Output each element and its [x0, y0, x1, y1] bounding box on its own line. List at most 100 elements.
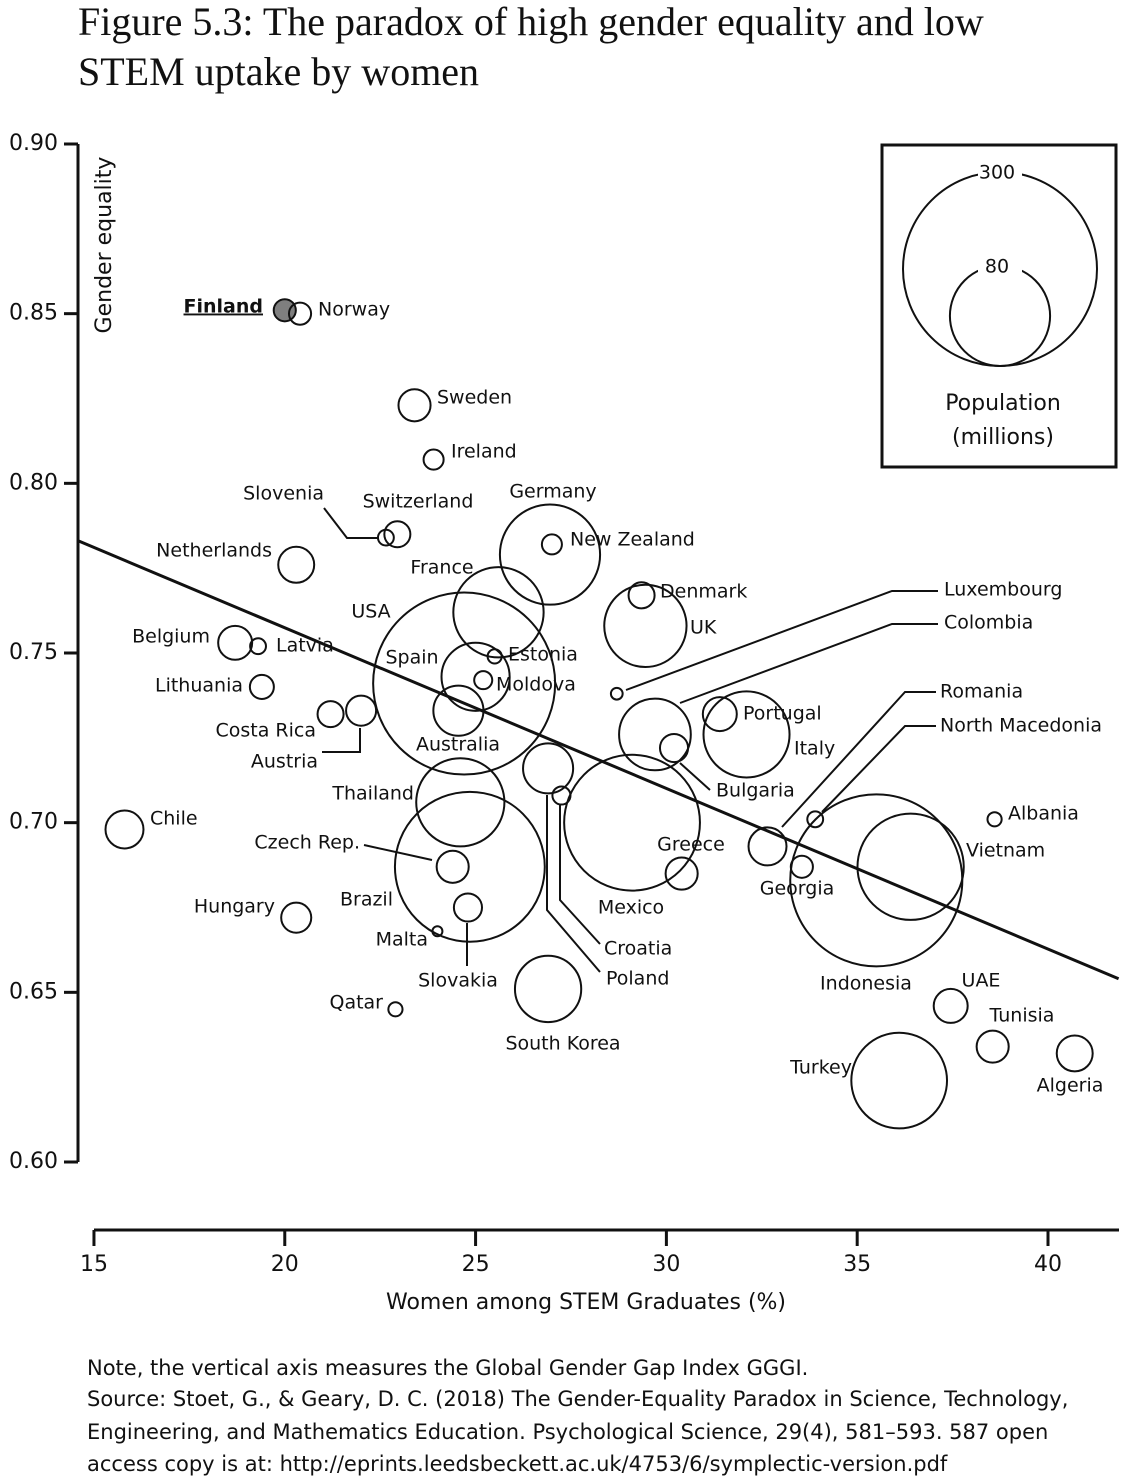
bubble	[435, 849, 470, 884]
bubble-label: North Macedonia	[940, 715, 1102, 737]
note: Source: Stoet, G., & Geary, D. C. (2018)…	[87, 1387, 1068, 1411]
note: Engineering, and Mathematics Education. …	[87, 1420, 1048, 1444]
bubble	[248, 673, 275, 700]
bubble	[452, 892, 484, 923]
bubble	[563, 753, 701, 892]
y-tick-label: 0.85	[9, 301, 58, 326]
y-tick-label: 0.70	[9, 810, 58, 835]
bubble-label: Turkey	[789, 1057, 852, 1079]
bubble	[747, 826, 788, 867]
bubble-label: Croatia	[604, 938, 672, 960]
bubble	[975, 1029, 1010, 1064]
size-legend-label-bg	[978, 161, 1022, 183]
bubble	[316, 700, 345, 729]
bubble	[932, 987, 969, 1024]
y-tick-label: 0.60	[9, 1149, 58, 1174]
size-legend-label: 80	[985, 255, 1009, 277]
bubble	[104, 809, 145, 850]
bubble-label: Bulgaria	[716, 780, 795, 802]
bubble-label: Hungary	[194, 896, 275, 918]
chart-title: Figure 5.3: The paradox of high gender e…	[78, 0, 984, 44]
bubble-label: USA	[351, 601, 390, 623]
bubble-label: Sweden	[437, 387, 512, 409]
y-tick-label: 0.90	[9, 131, 58, 156]
bubble	[522, 742, 575, 795]
bubble	[376, 528, 395, 547]
bubble	[540, 533, 563, 556]
bubble-label: Algeria	[1037, 1075, 1104, 1097]
bubble	[249, 637, 267, 656]
bubble-label: Qatar	[329, 992, 383, 1014]
y-tick-label: 0.75	[9, 640, 58, 665]
bubble-label: South Korea	[505, 1033, 620, 1055]
bubble-label: Netherlands	[156, 540, 272, 562]
size-legend-label: 300	[979, 162, 1015, 184]
bubble-label: New Zealand	[570, 529, 695, 551]
leader-line	[679, 762, 711, 791]
bubble-label: UK	[690, 617, 717, 639]
bubble-label: Slovenia	[243, 483, 324, 505]
leader-line	[322, 728, 361, 753]
bubble-label: Mexico	[598, 897, 664, 919]
bubble-label: Thailand	[331, 783, 414, 805]
bubble-label: Estonia	[508, 644, 578, 666]
bubble-label: Luxembourg	[944, 579, 1062, 601]
bubble-label: Moldova	[496, 674, 576, 696]
bubble-label: Brazil	[340, 889, 393, 911]
bubble-label: Norway	[318, 299, 390, 321]
bubble	[387, 1001, 404, 1018]
leader-line	[679, 623, 938, 704]
bubble-label: Romania	[940, 681, 1023, 703]
leader-line	[363, 844, 433, 861]
bubble-label: Spain	[385, 647, 438, 669]
note: access copy is at: http://eprints.leedsb…	[87, 1452, 948, 1476]
leader-line	[546, 795, 601, 973]
bubble	[397, 388, 432, 423]
bubble	[431, 925, 444, 938]
bubble-label: Malta	[376, 929, 428, 951]
size-legend-title: Population	[945, 391, 1061, 416]
x-tick-label: 20	[271, 1252, 299, 1277]
bubble	[415, 757, 506, 848]
bubble	[806, 810, 825, 829]
bubble	[393, 790, 546, 943]
bubble	[551, 785, 572, 806]
size-legend-box	[880, 143, 1118, 469]
y-tick-label: 0.80	[9, 470, 58, 495]
bubble-label: Italy	[794, 738, 835, 760]
y-axis-label: Gender equality	[92, 157, 117, 334]
bubble-label: Indonesia	[820, 973, 912, 995]
x-tick-label: 30	[652, 1252, 680, 1277]
bubble-label: Vietnam	[966, 840, 1045, 862]
bubble-label: Greece	[657, 834, 725, 856]
chart-title: STEM uptake by women	[78, 49, 479, 94]
bubble-label: Australia	[416, 734, 500, 756]
bubble	[701, 696, 738, 733]
bubble-label: Denmark	[660, 581, 747, 603]
bubble-label: Georgia	[760, 878, 835, 900]
bubble-label: Costa Rica	[216, 720, 317, 742]
bubble-label: UAE	[962, 970, 1001, 992]
bubble	[789, 854, 814, 879]
bubble	[272, 298, 297, 323]
bubble	[513, 954, 583, 1024]
bubble	[498, 503, 602, 606]
bubble-label: Albania	[1008, 803, 1079, 825]
bubble	[618, 697, 692, 772]
bubble	[217, 624, 254, 661]
bubble	[664, 856, 699, 891]
bubble-label: Finland	[184, 296, 263, 318]
bubble	[486, 648, 503, 665]
bubble-label: Austria	[251, 751, 318, 773]
bubble-label: Belgium	[132, 626, 210, 648]
bubble	[440, 641, 511, 712]
bubble	[452, 566, 545, 659]
bubble	[856, 812, 965, 921]
size-legend-title: (millions)	[952, 425, 1054, 450]
bubble	[287, 301, 313, 326]
bubble-label: France	[410, 557, 473, 579]
bubble	[658, 732, 690, 764]
bubble-label: Switzerland	[363, 491, 474, 513]
bubble	[473, 670, 494, 691]
